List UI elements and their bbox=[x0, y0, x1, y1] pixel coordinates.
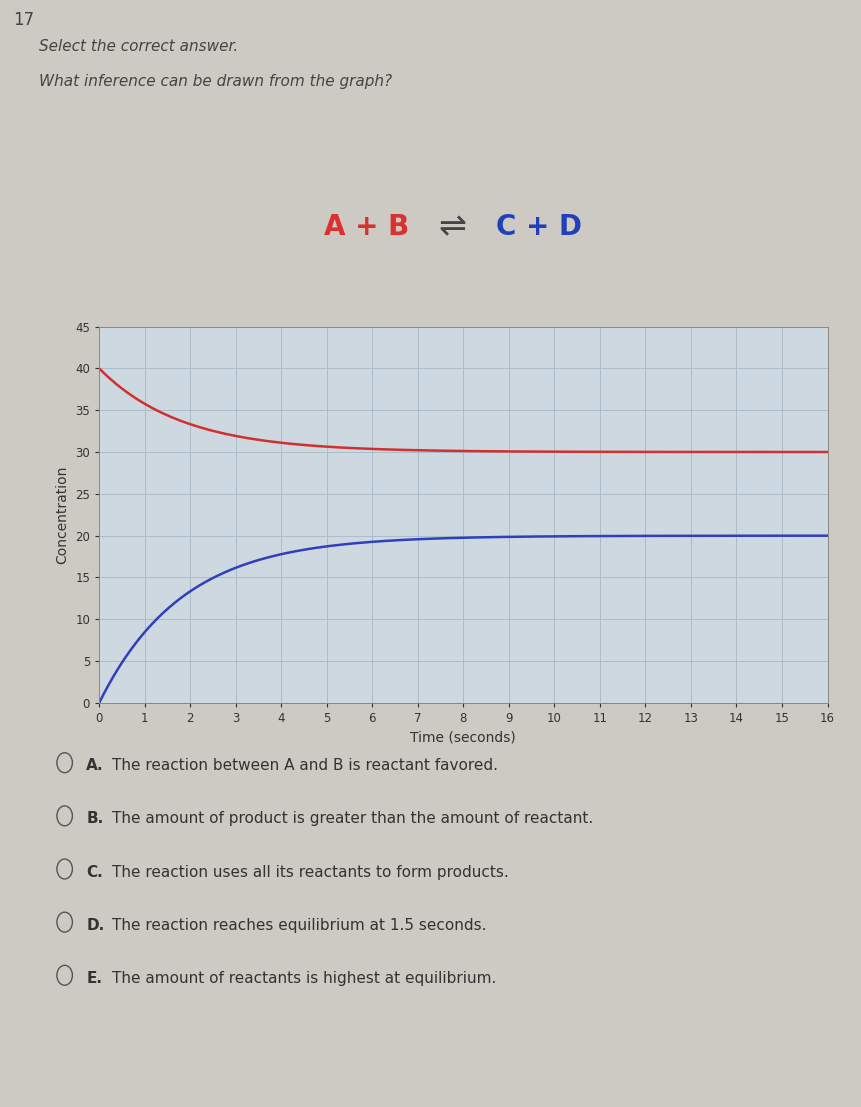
Text: The reaction uses all its reactants to form products.: The reaction uses all its reactants to f… bbox=[112, 865, 508, 880]
Text: C.: C. bbox=[86, 865, 102, 880]
Text: 17: 17 bbox=[13, 11, 34, 29]
Text: A.: A. bbox=[86, 758, 103, 774]
Text: What inference can be drawn from the graph?: What inference can be drawn from the gra… bbox=[39, 74, 392, 90]
Y-axis label: Concentration: Concentration bbox=[56, 466, 70, 563]
Text: ⇌: ⇌ bbox=[438, 210, 466, 244]
Text: Select the correct answer.: Select the correct answer. bbox=[39, 39, 238, 54]
Text: The amount of product is greater than the amount of reactant.: The amount of product is greater than th… bbox=[112, 811, 592, 827]
Text: C + D: C + D bbox=[495, 213, 581, 241]
Text: B.: B. bbox=[86, 811, 103, 827]
Text: E.: E. bbox=[86, 971, 102, 986]
Text: The reaction reaches equilibrium at 1.5 seconds.: The reaction reaches equilibrium at 1.5 … bbox=[112, 918, 486, 933]
Text: The amount of reactants is highest at equilibrium.: The amount of reactants is highest at eq… bbox=[112, 971, 496, 986]
Text: A + B: A + B bbox=[324, 213, 409, 241]
Text: D.: D. bbox=[86, 918, 104, 933]
X-axis label: Time (seconds): Time (seconds) bbox=[410, 731, 516, 745]
Text: The reaction between A and B is reactant favored.: The reaction between A and B is reactant… bbox=[112, 758, 498, 774]
